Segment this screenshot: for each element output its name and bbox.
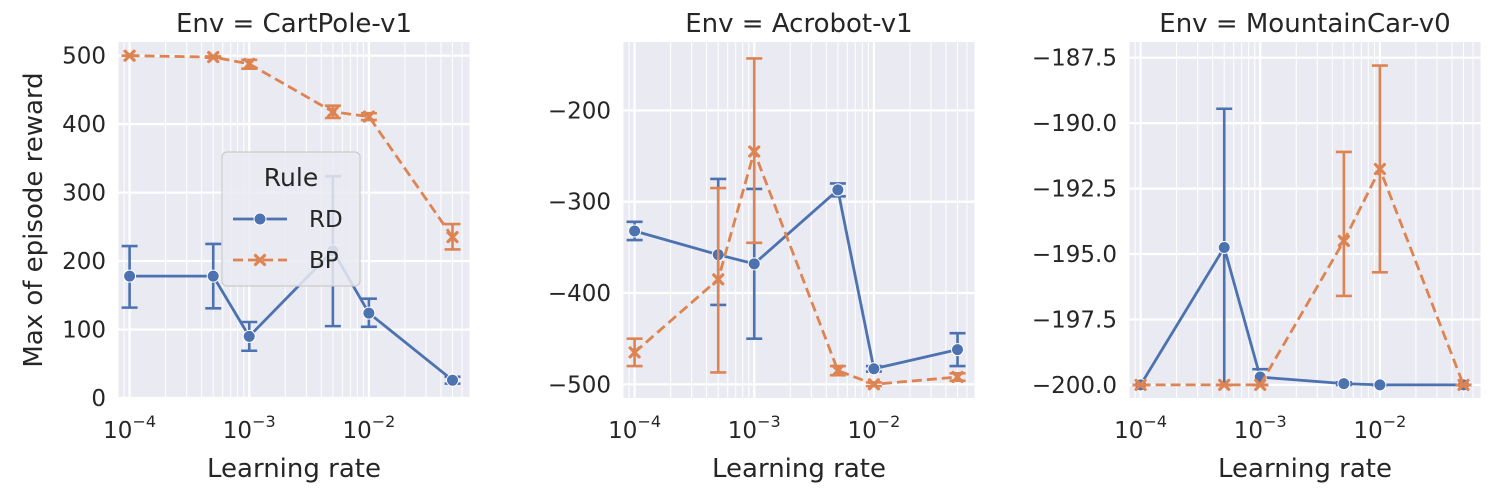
legend-label-bp: BP [309,248,339,274]
data-point [326,105,339,118]
data-point [628,224,642,238]
y-tick-label: 100 [62,318,106,344]
plot-area [623,42,975,398]
chart-panel-2: −200.0 −197.5 −195.0 −192.5 −190.0 −187.5 10−4… [1032,9,1481,484]
data-point [1217,240,1231,254]
data-point [867,362,881,376]
data-point [1373,162,1386,176]
y-axis-label: Max of episode reward [19,72,49,367]
data-point [446,231,459,244]
y-tick-label: −187.5 [1032,46,1117,72]
y-tick-label: −500 [548,372,611,398]
x-tick-label: 10−2 [342,412,395,444]
y-tick-label: −200 [548,98,611,124]
panel-title: Env = MountainCar-v0 [1159,9,1450,39]
chart-panel-1: −500 −400 −300 −200 10−4 10−3 10−2 Env = Acrobo… [548,9,975,484]
x-tick-label: 10−3 [728,412,781,444]
data-point [207,50,220,64]
x-tick-label: 10−3 [1234,412,1287,444]
x-tick-label: 10−2 [1353,412,1406,444]
y-tick-label: 300 [62,181,106,207]
y-tick-label: −300 [548,190,611,216]
plot-area [1129,42,1481,398]
series-line [1140,165,1465,387]
series-line [129,248,454,382]
series-bp [1132,64,1472,392]
x-tick-label: 10−4 [608,412,661,444]
legend-marker-bp [253,253,267,267]
x-axis-label: Learning rate [207,454,381,484]
x-tick-label: 10−4 [103,412,156,444]
data-point [1134,378,1147,392]
legend: Rule RD BP [221,151,361,287]
data-point [1457,378,1470,392]
y-tick-label: −192.5 [1032,177,1117,203]
x-axis-label: Learning rate [1218,454,1392,484]
data-point [123,269,137,283]
data-point [206,269,220,283]
legend-marker-rd [253,212,267,226]
data-point [362,306,376,320]
data-point [446,373,460,387]
panel-title: Env = CartPole-v1 [176,9,412,39]
data-point [951,370,964,384]
x-axis-label: Learning rate [712,454,886,484]
data-point [123,49,136,62]
x-tick-label: 10−2 [847,412,900,444]
y-tick-label: 200 [62,249,106,275]
data-point [242,329,256,343]
data-point [867,378,880,391]
y-tick-label: −197.5 [1032,307,1117,333]
data-point [1218,378,1231,392]
y-tick-label: −195.0 [1032,242,1117,268]
data-point [362,110,375,123]
data-point [747,257,761,271]
series-bp [626,57,966,391]
series-line [1139,244,1464,387]
legend-label-rd: RD [309,207,343,233]
data-point [628,346,641,359]
data-point [831,364,844,377]
data-point [1373,378,1387,392]
y-tick-label: −400 [548,281,611,307]
data-point [1254,378,1267,392]
data-point [1337,234,1350,248]
series-bp [121,49,461,251]
x-tick-label: 10−3 [223,412,276,444]
series-line [129,54,454,238]
y-tick-label: 0 [91,386,106,412]
series-line [634,187,958,371]
data-point [748,145,761,158]
x-tick-label: 10−4 [1114,412,1167,444]
data-point [712,273,725,286]
y-tick-label: −200.0 [1032,373,1117,399]
grid [1129,42,1481,398]
y-tick-label: −190.0 [1032,111,1117,137]
data-point [951,343,965,357]
panel-title: Env = Acrobot-v1 [685,9,912,39]
y-tick-label: 500 [62,44,106,70]
legend-box [221,151,361,287]
legend-title: Rule [264,163,318,192]
y-tick-label: 400 [62,112,106,138]
data-point [243,57,256,71]
data-point [831,183,845,197]
data-point [1337,377,1351,391]
series-line [633,147,958,386]
